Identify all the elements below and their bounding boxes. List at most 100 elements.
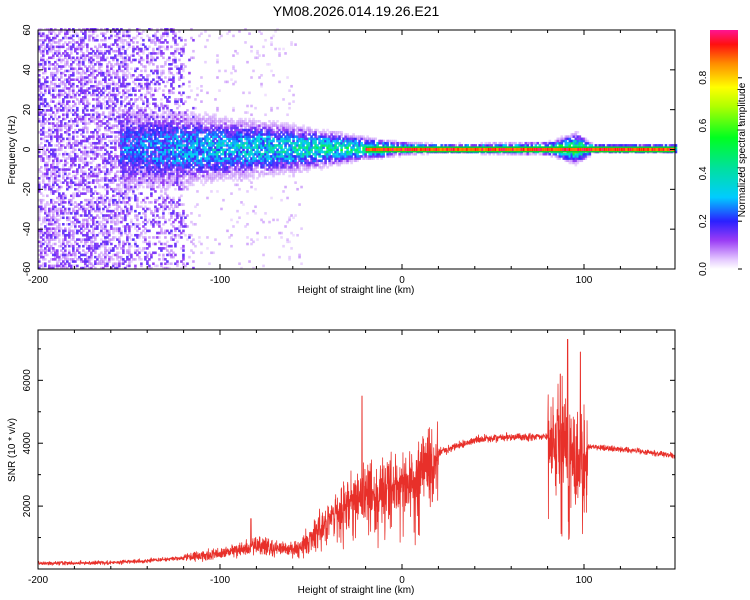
spectrogram-cell [102,144,105,147]
spectrogram-cell [100,220,103,224]
spectrogram-cell [180,168,183,171]
spectrogram-cell [166,176,169,180]
spectrogram-cell [210,115,213,119]
spectrogram-cell [96,227,99,230]
spectrogram-cell [126,47,129,51]
spectrogram-cell [206,236,209,239]
spectrogram-cell [42,82,45,86]
spectrogram-cell [50,93,53,97]
spectrogram-cell [94,260,97,263]
spectrogram-cell [88,52,91,55]
spectrogram-cell [210,163,213,167]
spectrogram-cell [104,249,107,252]
spectrogram-cell [82,102,85,106]
spectrogram-cell [180,216,183,220]
spectrogram-cell [44,203,47,206]
spectrogram-cell [148,185,151,189]
spectrogram-cell [148,137,151,141]
spectrogram-cell [120,146,123,149]
spectrogram-cell [74,32,77,35]
spectrogram-cell [186,155,189,158]
spectrogram-cell [108,209,111,213]
spectrogram-cell [164,95,167,99]
spectrogram-cell [92,220,95,224]
spectrogram-cell [88,198,91,202]
spectrogram-cell [72,229,75,233]
spectrogram-cell [174,60,177,64]
spectrogram-cell [130,161,133,165]
spectrogram-cell [140,133,143,136]
spectrogram-cell [82,157,85,160]
spectrogram-cell [138,78,141,81]
spectrogram-cell [120,45,123,49]
spectrogram-cell [74,201,77,204]
spectrogram-cell [90,84,93,88]
spectrogram-cell [128,190,131,193]
spectrogram-cell [92,67,95,71]
spectrogram-cell [124,104,127,108]
spectrogram-cell [132,139,135,143]
spectrogram-cell [76,91,79,95]
spectrogram-cell [68,233,71,237]
spectrogram-cell [62,255,65,259]
spectrogram-cell [60,109,63,112]
spectrogram-cell [44,152,47,156]
spectrogram-cell [110,78,113,81]
spectrogram-cell [212,159,215,163]
spectrogram-cell [170,222,173,226]
spectrogram-cell [192,135,195,138]
spectrogram-cell [88,181,91,184]
spectrogram-cell [188,179,191,182]
spectrogram-cell [154,236,157,239]
spectrogram-cell [98,102,101,106]
spectrogram-cell [206,150,209,154]
spectrogram-cell [90,148,93,152]
spectrogram-cell [148,157,151,160]
spectrogram-cell [172,32,175,35]
spectrogram-cell [122,80,125,84]
spectrogram-cell [126,82,129,86]
spectrogram-cell [148,174,151,178]
spectrogram-cell [152,236,155,239]
spectrogram-cell [204,148,207,152]
spectrogram-cell [64,124,67,127]
spectrogram-cell [56,170,59,173]
spectrogram-cell [112,179,115,182]
spectrogram-cell [148,120,151,123]
spectrogram-cell [142,155,145,158]
spectrogram-cell [82,128,85,132]
spectrogram-cell [174,113,177,117]
spectrogram-cell [204,176,207,180]
spectrogram-cell [90,117,93,121]
spectrogram-cell [98,82,101,86]
spectrogram-cell [92,54,95,57]
spectrogram-cell [110,67,113,71]
spectrogram-cell [68,47,71,51]
spectrogram-cell [54,181,57,184]
spectrogram-cell [62,214,65,217]
spectrogram-cell [122,139,125,143]
spectrogram-cell [108,229,111,233]
spectrogram-cell [174,174,177,178]
spectrogram-cell [124,106,127,110]
spectrogram-cell [70,106,73,110]
spectrogram-cell [208,144,211,147]
spectrogram-cell [86,201,89,204]
spectrogram-cell [182,144,185,147]
spectrogram-cell [104,231,107,235]
spectrogram-cell [142,220,145,224]
spectrogram-cell [218,150,221,154]
spectrogram-cell [40,236,43,239]
spectrogram-cell [212,135,215,138]
spectrogram-cell [46,146,49,149]
spectrogram-cell [116,102,119,106]
spectrogram-cell [142,128,145,132]
spectrogram-cell [114,41,117,44]
spectrogram-cell [182,152,185,156]
spectrogram-cell [98,170,101,173]
spectrogram-cell [148,113,151,117]
spectrogram-cell [160,65,163,68]
spectrogram-cell [74,141,77,145]
spectrogram-cell [86,225,89,228]
spectrogram-cell [176,128,179,132]
